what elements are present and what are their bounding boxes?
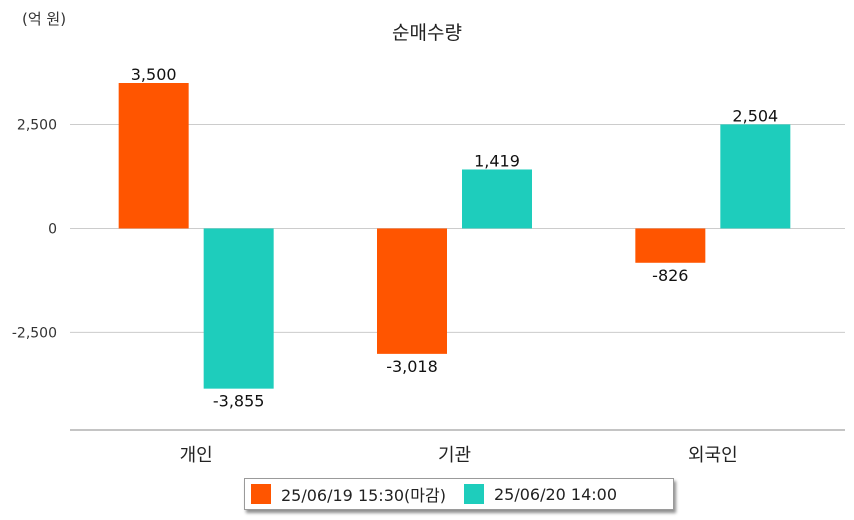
bar-2-1 bbox=[203, 228, 274, 389]
bar-chart: 2,500 0 -2,500 3,500 -3,855 개인 -3,018 1,419 기관 -8… bbox=[12, 65, 845, 466]
data-label: -3,018 bbox=[386, 357, 438, 376]
bar-2-3 bbox=[720, 124, 791, 229]
legend-label-series-2: 25/06/20 14:00 bbox=[493, 484, 618, 504]
legend-item-series-1[interactable]: 25/06/19 15:30(마감) bbox=[251, 482, 446, 506]
legend-item-series-2[interactable]: 25/06/20 14:00 bbox=[463, 484, 618, 504]
y-tick-label: 0 bbox=[48, 221, 57, 237]
bar-1-1 bbox=[118, 83, 189, 229]
legend: 25/06/19 15:30(마감) 25/06/20 14:00 bbox=[244, 478, 674, 510]
data-label: 1,419 bbox=[474, 151, 520, 170]
bar-2-2 bbox=[462, 169, 532, 229]
chart-title: 순매수량 bbox=[392, 22, 462, 44]
data-label: 2,504 bbox=[732, 106, 778, 125]
unit-label: (억 원) bbox=[22, 10, 67, 28]
legend-swatch-series-2 bbox=[463, 484, 484, 504]
legend-swatch-series-1 bbox=[251, 484, 271, 504]
legend-label-series-1: 25/06/19 15:30(마감) bbox=[281, 486, 446, 505]
x-category-label: 개인 bbox=[180, 445, 213, 466]
data-label: -826 bbox=[652, 266, 688, 285]
y-tick-label: 2,500 bbox=[17, 118, 57, 134]
data-label: -3,855 bbox=[213, 392, 265, 411]
y-tick-label: -2,500 bbox=[12, 325, 57, 341]
data-label: 3,500 bbox=[131, 65, 177, 84]
x-category-label: 기관 bbox=[438, 445, 471, 466]
x-category-label: 외국인 bbox=[688, 445, 738, 466]
bar-1-3 bbox=[635, 228, 706, 263]
bar-1-2 bbox=[377, 228, 447, 354]
